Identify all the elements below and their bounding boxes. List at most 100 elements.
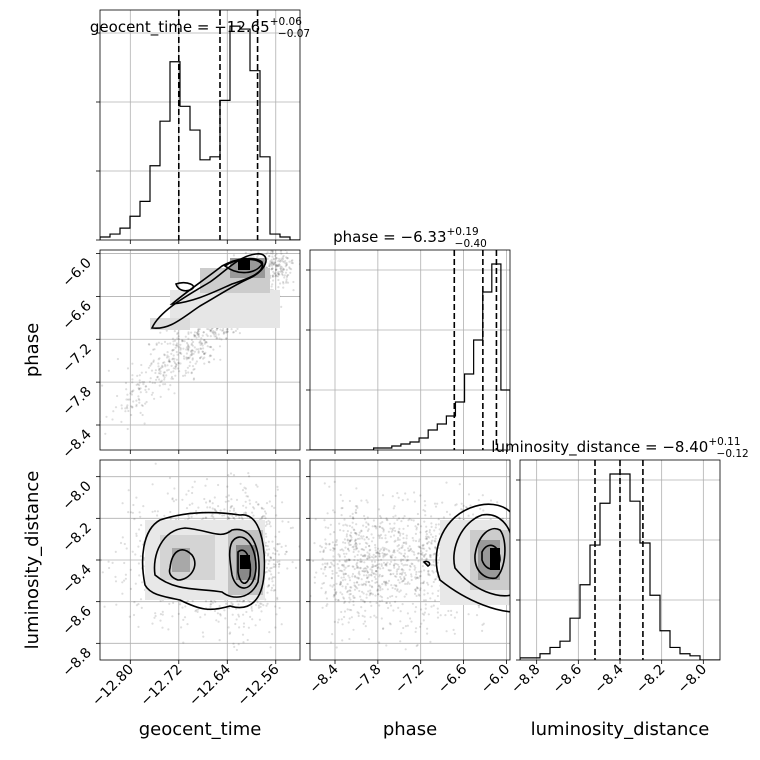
joint-gt-phase-sample-point — [174, 365, 177, 368]
joint-gt-ld-sample-point — [270, 589, 273, 592]
joint-gt-ld-sample-point — [92, 565, 94, 567]
joint-gt-phase-sample-point — [169, 342, 172, 345]
joint-gt-phase-sample-point — [232, 254, 235, 257]
joint-gt-ld-sample-point — [280, 545, 283, 549]
joint-gt-phase-sample-point — [116, 394, 119, 398]
joint-phase-ld-sample-point — [426, 581, 429, 584]
joint-gt-phase-sample-point — [182, 374, 185, 377]
joint-phase-ld-sample-point — [377, 508, 381, 511]
joint-gt-ld-sample-point — [268, 560, 271, 563]
joint-gt-phase-sample-point — [175, 363, 178, 367]
joint-gt-ld-sample-point — [185, 507, 189, 510]
joint-phase-ld-sample-point — [482, 509, 485, 512]
joint-phase-ld-sample-point — [427, 573, 430, 576]
joint-phase-ld-sample-point — [436, 607, 439, 610]
joint-gt-ld-sample-point — [208, 500, 211, 503]
joint-gt-ld-sample-point — [260, 506, 263, 509]
joint-phase-ld-sample-point — [379, 514, 382, 518]
joint-gt-ld-sample-point — [151, 622, 154, 625]
joint-phase-ld-sample-point — [348, 593, 351, 596]
joint-gt-ld-sample-point — [213, 496, 216, 499]
hist-lumdist-x-ticklabel: −8.8 — [508, 662, 543, 697]
joint-phase-ld-sample-point — [342, 524, 345, 527]
joint-phase-ld-sample-point — [366, 555, 370, 558]
joint-phase-ld-sample-point — [396, 545, 399, 548]
joint-phase-ld-sample-point — [355, 581, 358, 584]
joint-gt-phase-sample-point — [159, 372, 162, 375]
joint-phase-ld-sample-point — [362, 570, 365, 573]
joint-phase-ld-sample-point — [396, 492, 399, 495]
joint-gt-phase-sample-point — [196, 331, 199, 334]
joint-phase-ld-sample-point — [397, 531, 400, 535]
joint-phase-ld-sample-point — [378, 549, 381, 553]
joint-gt-phase-sample-point — [187, 344, 190, 347]
joint-gt-phase-sample-point — [190, 349, 193, 352]
joint-gt-ld-sample-point — [275, 514, 278, 517]
joint-gt-ld-sample-point — [128, 615, 131, 618]
joint-phase-ld-sample-point — [349, 592, 352, 596]
joint-gt-ld-sample-point — [231, 505, 234, 508]
joint-phase-ld-sample-point — [375, 616, 378, 619]
joint-gt-ld-sample-point — [211, 502, 214, 505]
joint-phase-ld-sample-point — [434, 526, 437, 529]
joint-phase-ld-sample-point — [416, 587, 419, 590]
joint-phase-ld-sample-point — [324, 592, 327, 595]
joint-gt-ld-sample-point — [261, 516, 264, 519]
joint-gt-phase-sample-point — [195, 360, 198, 363]
joint-phase-ld-sample-point — [342, 576, 345, 579]
joint-phase-ld-sample-point — [335, 591, 338, 594]
joint-gt-ld-contour — [228, 536, 257, 589]
joint-gt-ld-sample-point — [188, 517, 191, 520]
joint-gt-phase-sample-point — [188, 346, 191, 349]
joint-gt-ld-sample-point — [205, 516, 208, 519]
joint-gt-phase-sample-point — [202, 352, 206, 355]
joint-phase-ld-sample-point — [431, 569, 434, 573]
joint-phase-ld-sample-point — [357, 614, 360, 618]
joint-phase-ld-sample-point — [348, 637, 351, 641]
joint-phase-ld-sample-point — [407, 581, 410, 584]
joint-gt-phase-sample-point — [136, 374, 139, 377]
joint-gt-phase-sample-point — [132, 400, 135, 403]
joint-phase-ld-sample-point — [356, 547, 359, 550]
joint-gt-phase-sample-point — [208, 355, 211, 358]
joint-phase-ld-sample-point — [380, 526, 383, 530]
joint-phase-ld-sample-point — [331, 541, 334, 544]
joint-phase-ld-sample-point — [415, 586, 419, 589]
joint-phase-ld-sample-point — [426, 632, 429, 635]
joint-phase-ld-sample-point — [371, 569, 374, 572]
joint-phase-ld-sample-point — [376, 563, 379, 566]
joint-phase-ld-sample-point — [333, 547, 336, 551]
joint-phase-ld-contour — [422, 560, 431, 567]
joint-phase-ld-sample-point — [401, 568, 404, 571]
joint-phase-ld-sample-point — [339, 581, 342, 584]
joint-gt-ld-sample-point — [268, 521, 271, 524]
joint-gt-phase-sample-point — [209, 335, 212, 338]
joint-phase-ld-sample-point — [341, 499, 344, 502]
joint-gt-ld-sample-point — [234, 514, 238, 518]
joint-gt-ld-y-ticklabel: −8.6 — [59, 603, 94, 638]
joint-gt-ld-sample-point — [278, 542, 281, 546]
joint-phase-ld-contour — [481, 544, 501, 570]
joint-gt-phase-sample-point — [179, 343, 182, 346]
joint-phase-ld-sample-point — [348, 558, 351, 562]
joint-gt-ld-sample-point — [267, 540, 270, 543]
joint-gt-ld-sample-point — [271, 576, 274, 579]
joint-phase-ld-sample-point — [376, 588, 379, 591]
joint-gt-ld-sample-point — [219, 613, 222, 616]
joint-gt-phase-sample-point — [288, 266, 291, 269]
joint-gt-phase-sample-point — [166, 354, 169, 357]
joint-gt-phase-sample-point — [137, 395, 140, 398]
joint-gt-ld-sample-point — [248, 475, 251, 478]
joint-phase-ld-sample-point — [358, 573, 361, 576]
joint-phase-ld-sample-point — [354, 548, 357, 551]
joint-gt-phase-sample-point — [195, 336, 198, 339]
joint-gt-phase-sample-point — [165, 356, 169, 359]
joint-gt-phase-sample-point — [214, 331, 217, 334]
joint-phase-ld-sample-point — [501, 517, 504, 520]
joint-phase-ld-sample-point — [422, 599, 426, 602]
joint-phase-ld-sample-point — [431, 535, 434, 539]
joint-phase-ld-sample-point — [356, 506, 359, 509]
joint-phase-ld-sample-point — [348, 549, 351, 552]
joint-gt-ld-sample-point — [269, 646, 272, 649]
joint-gt-phase-sample-point — [187, 357, 190, 360]
